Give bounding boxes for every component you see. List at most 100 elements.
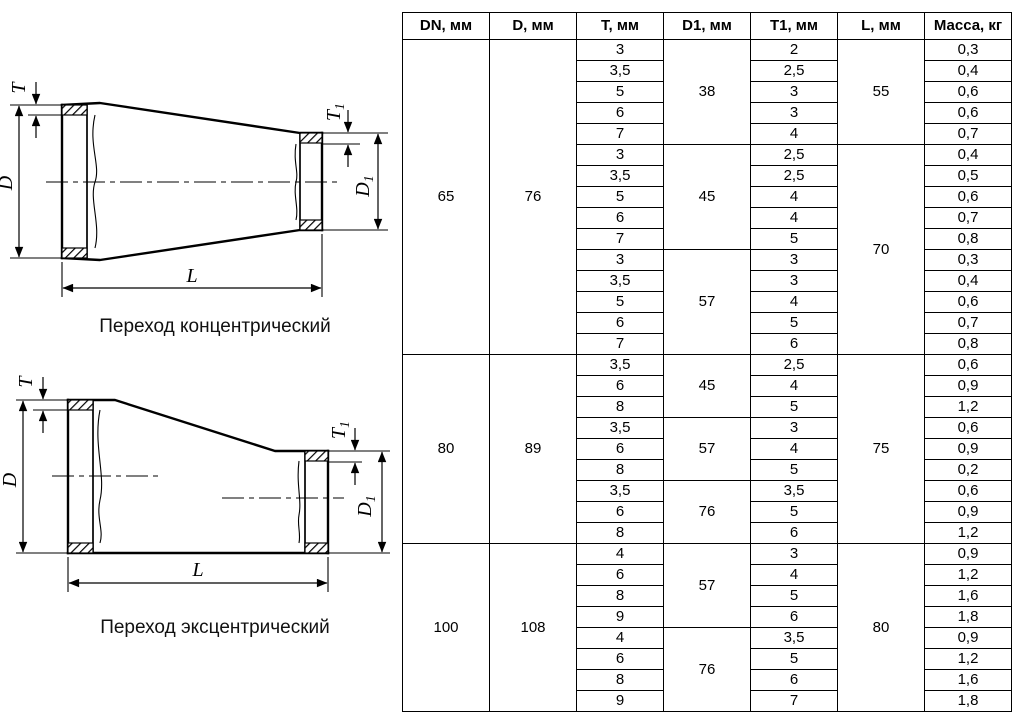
dim-label-t1-sub: 1 — [338, 421, 353, 428]
mass-cell: 0,9 — [924, 627, 1012, 649]
column-header: D, мм — [489, 12, 577, 40]
table-row: 6 4 1,2 — [403, 564, 1012, 586]
table-row: 100 108 4 57 3 80 0,9 — [402, 543, 1012, 712]
t1-cell: 3,5 — [750, 480, 838, 502]
t-cell: 8 — [576, 522, 664, 544]
dim-label-d1-sub: 1 — [364, 495, 379, 502]
dn-cell: 80 — [402, 354, 490, 544]
t-cell: 7 — [576, 123, 664, 145]
t-cell: 7 — [576, 333, 664, 355]
dim-label-d1: D1 — [354, 495, 379, 517]
table-row: 4 76 3,5 0,9 — [403, 627, 1012, 712]
mass-cell: 0,9 — [924, 543, 1012, 565]
eccentric-reducer-drawing: D T T1 D1 L — [0, 375, 390, 592]
d1-cell: 38 — [663, 39, 751, 145]
column-header: T1, мм — [750, 12, 838, 40]
t1-cell: 4 — [750, 123, 838, 145]
dim-label-t1-base: T — [323, 108, 345, 121]
t-cell: 5 — [576, 81, 664, 103]
t1-cell: 3,5 — [750, 627, 838, 649]
reducer-dimensions-table: DN, мм D, мм T, мм D1, мм T1, мм L, мм Масса, … — [402, 12, 1012, 712]
mass-cell: 0,9 — [924, 438, 1012, 460]
table-row: 3,5 2,5 0,4 — [403, 60, 1012, 82]
break-line — [97, 409, 103, 544]
dim-label-d1-base: D — [354, 502, 376, 518]
table-header: DN, мм D, мм T, мм D1, мм T1, мм L, мм Масса, … — [402, 12, 1012, 40]
t-cell: 3,5 — [576, 417, 664, 439]
dn-cell: 100 — [402, 543, 490, 712]
t-cell: 8 — [576, 585, 664, 607]
t1-cell: 4 — [750, 207, 838, 229]
mass-cell: 1,2 — [924, 648, 1012, 670]
t1-cell: 2,5 — [750, 354, 838, 376]
t1-cell: 7 — [750, 690, 838, 712]
l-cell: 70 — [837, 144, 925, 355]
t-cell: 3 — [576, 144, 664, 166]
mass-cell: 0,2 — [924, 459, 1012, 481]
dimension-l: L — [61, 234, 323, 297]
dimension-d: D — [0, 399, 68, 554]
dim-label-d1-base: D — [352, 182, 374, 198]
t1-cell: 6 — [750, 522, 838, 544]
t1-cell: 5 — [750, 648, 838, 670]
d1-cell: 45 — [663, 354, 751, 418]
d-cell: 89 — [489, 354, 577, 544]
break-line — [297, 460, 301, 544]
mass-cell: 0,8 — [924, 333, 1012, 355]
t-cell: 9 — [576, 690, 664, 712]
dn-cell: 65 — [402, 39, 490, 355]
t1-cell: 4 — [750, 375, 838, 397]
wall-section-hatch — [67, 399, 94, 411]
t-cell: 4 — [576, 543, 664, 565]
dimension-t: T — [15, 375, 68, 433]
t-cell: 6 — [576, 375, 664, 397]
t-cell: 4 — [576, 627, 664, 649]
dim-label-d1: D1 — [352, 175, 377, 197]
t1-cell: 5 — [750, 459, 838, 481]
t1-cell: 6 — [750, 669, 838, 691]
mass-cell: 0,4 — [924, 60, 1012, 82]
table-row: 3 57 3 0,3 — [403, 249, 1012, 355]
table-row: 8 6 1,2 — [403, 522, 1012, 544]
l-cell: 55 — [837, 39, 925, 145]
mass-cell: 1,2 — [924, 396, 1012, 418]
t1-cell: 3 — [750, 249, 838, 271]
t1-cell: 5 — [750, 501, 838, 523]
mass-cell: 1,6 — [924, 585, 1012, 607]
concentric-caption: Переход концентрический — [99, 316, 331, 337]
table-body: 65 76 3 38 2 55 0,3 3,5 2,5 0,4 5 3 0,6 6 3 0,6 7 4 0,7 3 45… — [402, 39, 1012, 712]
t1-cell: 3 — [750, 417, 838, 439]
t1-cell: 4 — [750, 186, 838, 208]
mass-cell: 0,6 — [924, 480, 1012, 502]
t1-cell: 5 — [750, 585, 838, 607]
t1-cell: 2,5 — [750, 165, 838, 187]
table-row: 5 3 0,6 — [403, 81, 1012, 103]
dim-label-t1-sub: 1 — [333, 103, 348, 110]
eccentric-caption: Переход эксцентрический — [100, 617, 330, 638]
mass-cell: 0,7 — [924, 312, 1012, 334]
t-cell: 6 — [576, 207, 664, 229]
table-row: 6 4 0,7 — [403, 207, 1012, 229]
column-header: D1, мм — [663, 12, 751, 40]
t1-cell: 2,5 — [750, 144, 838, 166]
mass-cell: 0,6 — [924, 417, 1012, 439]
table-row: 6 4 0,9 — [403, 375, 1012, 397]
d1-cell: 76 — [663, 480, 751, 544]
d1-cell: 45 — [663, 144, 751, 250]
d1-cell: 76 — [663, 627, 751, 712]
mass-cell: 0,8 — [924, 228, 1012, 250]
reducer-top-outline — [60, 101, 324, 135]
table-row: 9 7 1,8 — [403, 690, 1012, 712]
t-cell: 3,5 — [576, 60, 664, 82]
t-cell: 3,5 — [576, 480, 664, 502]
mass-cell: 0,6 — [924, 102, 1012, 124]
d1-cell: 57 — [663, 543, 751, 628]
t1-cell: 5 — [750, 396, 838, 418]
dim-label-t: T — [15, 375, 37, 388]
wall-section-hatch — [67, 542, 94, 554]
t-cell: 3,5 — [576, 165, 664, 187]
mass-cell: 0,7 — [924, 207, 1012, 229]
table-row: 80 89 3,5 45 2,5 75 0,6 — [402, 354, 1012, 544]
mass-cell: 1,2 — [924, 522, 1012, 544]
table-row: 3,5 57 3 0,6 — [403, 417, 1012, 481]
